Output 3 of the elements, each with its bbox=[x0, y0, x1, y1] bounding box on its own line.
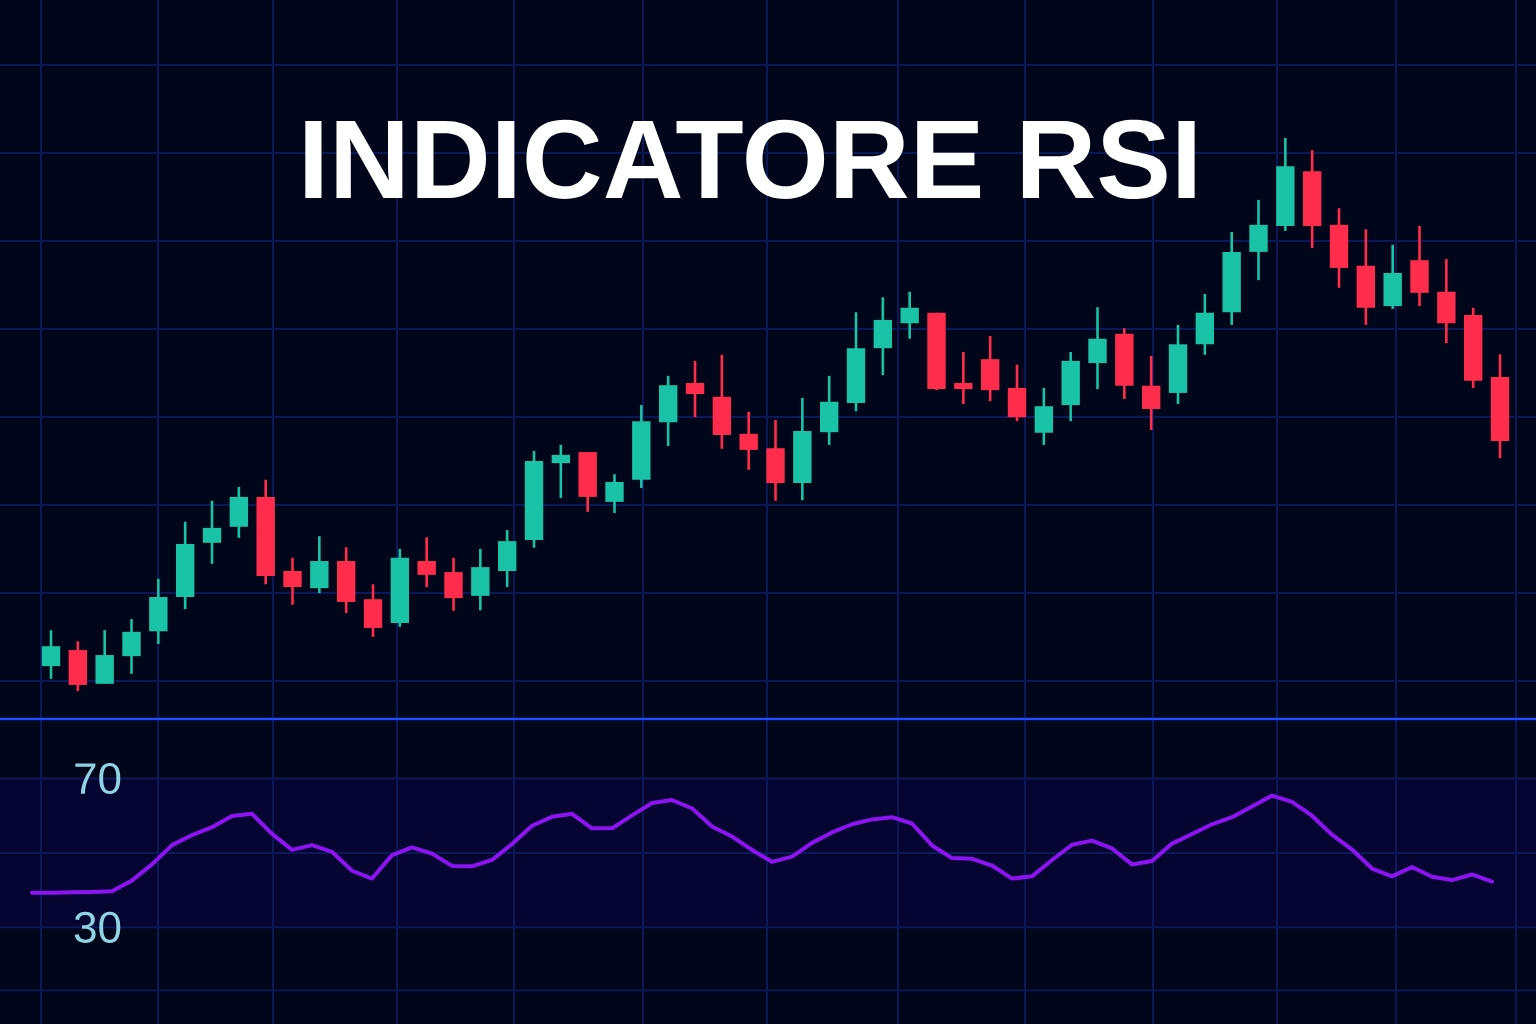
y-tick-label: 30 bbox=[74, 911, 121, 943]
chart-title: INDICATORE RSI bbox=[305, 119, 1195, 200]
y-tick-label: 70 bbox=[75, 762, 121, 795]
